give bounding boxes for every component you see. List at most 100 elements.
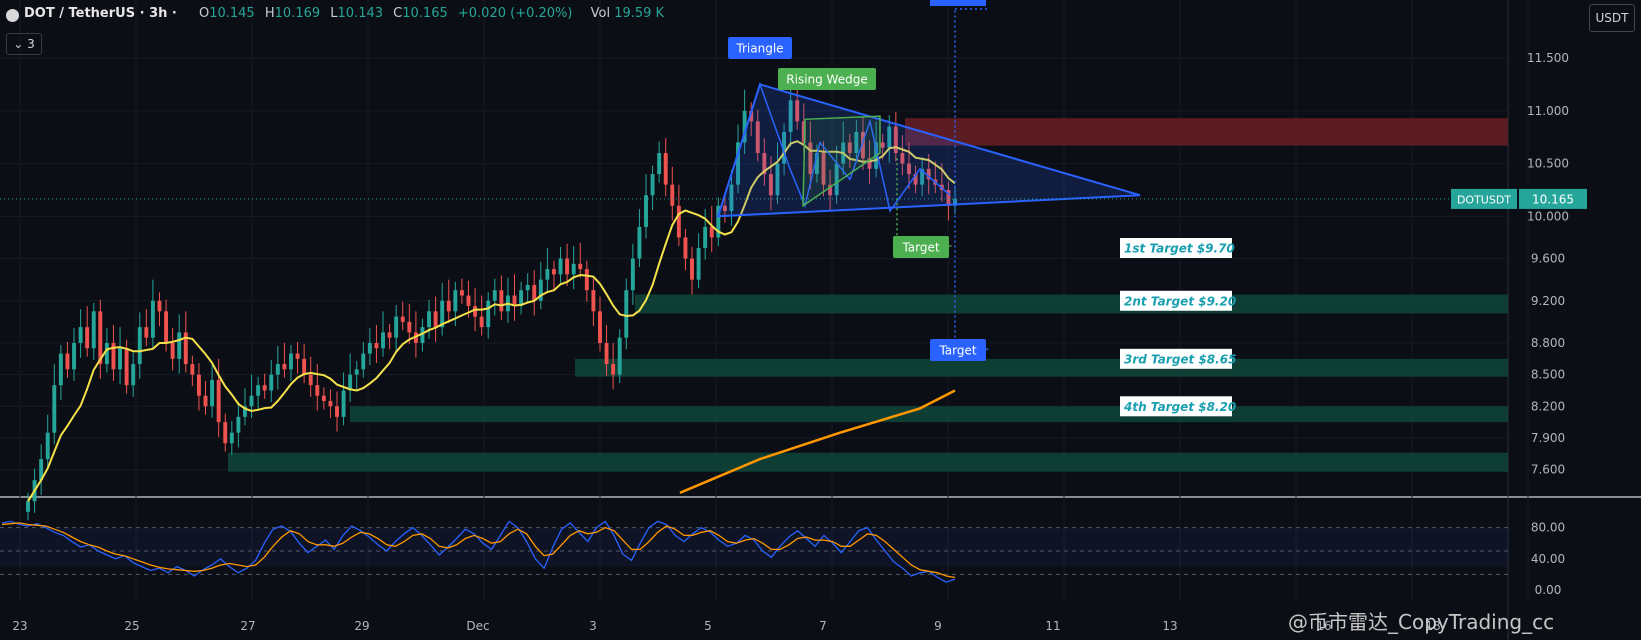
candle-body xyxy=(183,332,188,365)
candle-body xyxy=(519,290,524,307)
candle-body xyxy=(578,263,583,270)
x-tick-label: 29 xyxy=(354,619,369,633)
candle-body xyxy=(26,501,30,512)
candle-body xyxy=(532,284,537,301)
candle-body xyxy=(650,174,655,196)
candle-body xyxy=(131,364,136,386)
candle-body xyxy=(341,390,346,417)
price-tag-box xyxy=(1519,188,1587,209)
support-zone-1 xyxy=(635,294,1508,314)
candle-body xyxy=(690,258,694,280)
rising-wedge-label: Rising Wedge xyxy=(786,73,867,87)
high-label: H xyxy=(264,6,275,21)
symbol-title[interactable]: DOT / TetherUS · 3h · xyxy=(24,6,177,21)
y-tick-label: 7.900 xyxy=(1531,431,1565,445)
candle-body xyxy=(565,258,570,275)
open-value: 10.145 xyxy=(209,6,255,21)
candle-body xyxy=(315,385,320,396)
candle-body xyxy=(834,163,839,196)
candle-body xyxy=(361,353,366,370)
candle-body xyxy=(558,258,563,275)
y-tick-label: 8.200 xyxy=(1531,399,1565,413)
wedge-target-label: Target xyxy=(901,241,939,255)
x-tick-label: 3 xyxy=(589,619,597,633)
candle-body xyxy=(387,332,392,338)
candle-body xyxy=(118,348,123,370)
candle-body xyxy=(98,311,103,365)
candle-body xyxy=(486,300,491,328)
target-2-label: 2nt Target $9.20 xyxy=(1124,294,1236,308)
low-label: L xyxy=(330,6,338,21)
candle-body xyxy=(637,226,642,259)
target-2-box xyxy=(1120,290,1232,311)
candle-body xyxy=(946,189,951,206)
candle-body xyxy=(670,184,675,206)
candle-body xyxy=(177,332,182,359)
candle-body xyxy=(85,327,90,349)
y-tick-label: 8.800 xyxy=(1531,336,1565,350)
candle-body xyxy=(381,332,385,349)
candle-body xyxy=(729,184,734,212)
candle-body xyxy=(663,153,668,185)
y-tick-label: 9.600 xyxy=(1531,252,1565,266)
candle-body xyxy=(289,353,293,370)
target-4-box xyxy=(1120,396,1232,417)
x-tick-label: 18 xyxy=(1425,619,1440,633)
last-price-label: 10.165 xyxy=(1532,192,1574,206)
y-tick-label: 7.600 xyxy=(1531,463,1565,477)
candle-body xyxy=(407,321,412,333)
high-value: 10.169 xyxy=(274,6,321,21)
candle-body xyxy=(657,153,662,175)
candle-body xyxy=(893,126,898,154)
candle-body xyxy=(900,153,905,164)
candle-body xyxy=(926,168,931,180)
candle-body xyxy=(828,184,833,196)
candle-body xyxy=(52,385,57,433)
candle-body xyxy=(768,174,773,196)
candle-body xyxy=(137,327,142,365)
indicator-toggle-button[interactable]: ⌄ 3 xyxy=(6,33,42,55)
candle-body xyxy=(821,153,826,185)
candle-body xyxy=(801,121,806,143)
candle-body xyxy=(413,332,418,343)
support-zone-3 xyxy=(350,406,1508,423)
rising-wedge-label-box xyxy=(778,68,876,90)
watermark: @币市雷达_CopyTrading_cc xyxy=(1288,610,1555,634)
candle-body xyxy=(256,385,261,396)
volume-label: Vol xyxy=(590,6,611,21)
y-tick-label: 11.000 xyxy=(1527,104,1569,118)
candle-body xyxy=(440,300,445,328)
candle-body xyxy=(269,374,274,391)
rsi-tick-label: 0.00 xyxy=(1535,583,1562,597)
support-zone-2 xyxy=(575,358,1508,377)
candle-body xyxy=(814,153,819,175)
currency-selector[interactable]: USDT xyxy=(1589,4,1635,32)
candle-body xyxy=(920,168,925,185)
candle-body xyxy=(762,153,767,175)
candle-body xyxy=(755,121,760,154)
target-3-box xyxy=(1120,348,1232,369)
candle-body xyxy=(157,300,162,312)
triangle-target-label: Target xyxy=(938,344,976,358)
ma-slow-line xyxy=(679,389,956,494)
target-1-box xyxy=(1120,238,1232,258)
candle-body xyxy=(282,364,287,370)
candle-body xyxy=(459,290,464,296)
candle-body xyxy=(907,163,911,175)
candle-body xyxy=(591,290,596,312)
candle-body xyxy=(91,311,96,349)
candle-body xyxy=(400,316,405,322)
candle-body xyxy=(860,131,865,159)
candle-body xyxy=(295,353,300,359)
candle-body xyxy=(374,342,379,349)
x-tick-label: 5 xyxy=(704,619,712,633)
candle-body xyxy=(348,374,353,391)
candle-body xyxy=(262,385,267,391)
candle-body xyxy=(676,205,681,238)
candle-body xyxy=(164,311,169,343)
candle-body xyxy=(354,369,359,375)
candle-body xyxy=(328,401,333,407)
volume-value: 19.59 K xyxy=(614,6,665,21)
